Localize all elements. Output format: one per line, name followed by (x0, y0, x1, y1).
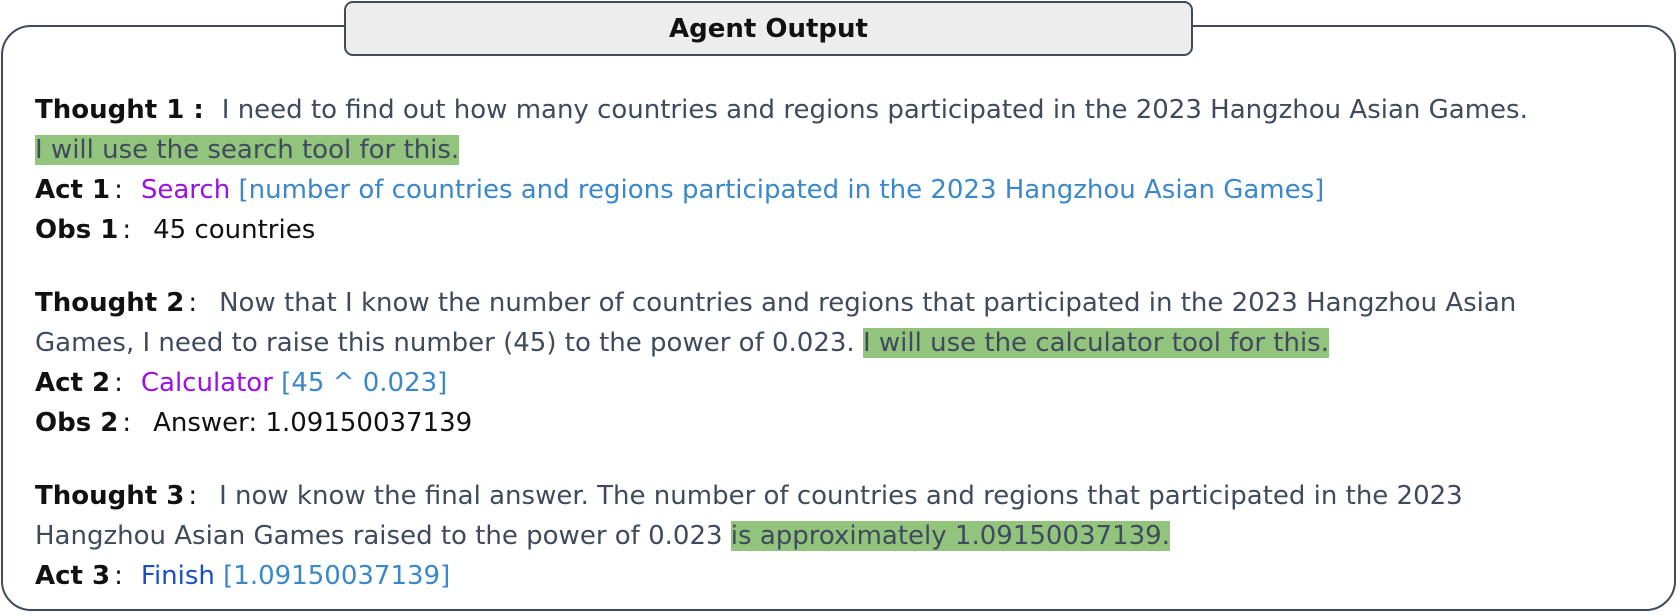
act-2-sep: : (114, 368, 123, 398)
thought-3-highlight: is approximately 1.09150037139. (730, 521, 1170, 551)
obs-2-sep: : (122, 408, 132, 438)
obs-1-label: Obs 1 (35, 215, 119, 245)
thought-2-label: Thought 2 (35, 288, 185, 318)
obs-1-line: Obs 1:45 countries (35, 210, 1660, 250)
thought-2-line-1: Thought 2: Now that I know the number of … (35, 283, 1660, 323)
act-2-tool: Calculator (140, 368, 273, 398)
act-3-argument: [1.09150037139] (223, 561, 451, 591)
obs-1-value: 45 countries (153, 215, 316, 245)
obs-1-sep: : (122, 215, 132, 245)
thought-2-text-1: Now that I know the number of countries … (219, 288, 1517, 318)
act-2-line: Act 2: Calculator [45 ^ 0.023] (35, 363, 1660, 403)
agent-trace: Thought 1 : I need to find out how many c… (35, 90, 1660, 596)
obs-2-value: Answer: 1.09150037139 (153, 408, 473, 438)
panel-title: Agent Output (344, 1, 1193, 56)
act-1-label: Act 1 (35, 175, 111, 205)
obs-2-label: Obs 2 (35, 408, 119, 438)
thought-3-text-1: I now know the final answer. The number … (219, 481, 1463, 511)
act-3-label: Act 3 (35, 561, 111, 591)
agent-output-frame (1, 25, 1676, 611)
panel-title-text: Agent Output (669, 13, 868, 44)
thought-3-text-2: Hangzhou Asian Games raised to the power… (35, 521, 723, 551)
act-1-argument: [number of countries and regions partici… (238, 175, 1325, 205)
thought-1-line-1: Thought 1 : I need to find out how many c… (35, 90, 1660, 130)
act-2-label: Act 2 (35, 368, 111, 398)
thought-1-line-2: I will use the search tool for this. (35, 130, 1660, 170)
thought-2-highlight: I will use the calculator tool for this. (862, 328, 1329, 358)
thought-2-text-2: Games, I need to raise this number (45) … (35, 328, 855, 358)
thought-2-sep: : (188, 288, 198, 318)
act-1-line: Act 1: Search [number of countries and re… (35, 170, 1660, 210)
act-1-sep: : (114, 175, 123, 205)
act-2-argument: [45 ^ 0.023] (281, 368, 448, 398)
thought-1-highlight: I will use the search tool for this. (35, 135, 460, 165)
thought-3-label: Thought 3 (35, 481, 185, 511)
thought-3-line-2: Hangzhou Asian Games raised to the power… (35, 516, 1660, 556)
obs-2-line: Obs 2: Answer: 1.09150037139 (35, 403, 1660, 443)
thought-3-sep: : (188, 481, 198, 511)
act-1-tool: Search (140, 175, 231, 205)
thought-1-text: I need to find out how many countries an… (221, 95, 1528, 125)
thought-3-line-1: Thought 3: I now know the final answer. T… (35, 476, 1660, 516)
thought-1-label: Thought 1 : (35, 95, 204, 125)
act-3-sep: : (114, 561, 123, 591)
act-3-tool: Finish (140, 561, 215, 591)
thought-2-line-2: Games, I need to raise this number (45) … (35, 323, 1660, 363)
act-3-line: Act 3: Finish [1.09150037139] (35, 556, 1660, 596)
